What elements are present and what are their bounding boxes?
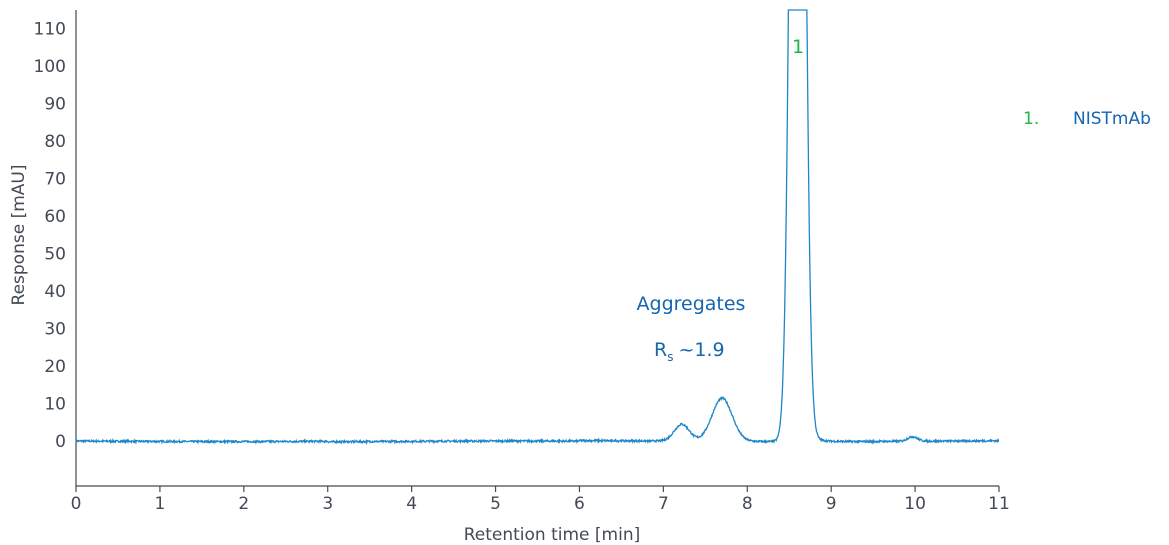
x-tick-label: 5 xyxy=(490,494,501,514)
x-tick-label: 3 xyxy=(322,494,333,514)
legend-number: 1. xyxy=(1023,109,1039,129)
y-tick-label: 10 xyxy=(44,395,66,415)
x-tick-label: 6 xyxy=(574,494,585,514)
y-tick-label: 110 xyxy=(34,20,66,40)
x-tick-label: 10 xyxy=(904,494,926,514)
y-tick-label: 60 xyxy=(44,207,66,227)
x-tick-label: 4 xyxy=(406,494,417,514)
y-tick-label: 90 xyxy=(44,95,66,115)
x-tick-label: 1 xyxy=(154,494,165,514)
x-axis-title: Retention time [min] xyxy=(464,525,641,545)
x-tick-label: 8 xyxy=(742,494,753,514)
axes xyxy=(75,10,999,487)
resolution-label: Rs ~1.9 xyxy=(654,339,725,364)
y-tick-label: 0 xyxy=(55,432,66,452)
legend-name: NISTmAb xyxy=(1073,109,1151,129)
resolution-value: ~1.9 xyxy=(678,339,724,361)
x-tick-label: 9 xyxy=(826,494,837,514)
y-axis-ticks: 0 10 20 30 40 50 60 70 80 90 100 110 xyxy=(34,20,66,452)
y-tick-label: 40 xyxy=(44,282,66,302)
peak-number-label: 1 xyxy=(792,36,804,58)
x-tick-label: 11 xyxy=(988,494,1010,514)
y-tick-label: 30 xyxy=(44,320,66,340)
resolution-subscript: s xyxy=(667,350,673,364)
x-tick-label: 7 xyxy=(658,494,669,514)
x-tick-label: 0 xyxy=(71,494,82,514)
x-tick-label: 2 xyxy=(238,494,249,514)
x-axis-ticks: 0 1 2 3 4 5 6 7 8 9 10 11 xyxy=(71,486,1010,514)
chromatogram-trace xyxy=(75,9,1000,446)
y-tick-label: 70 xyxy=(44,170,66,190)
y-tick-label: 80 xyxy=(44,132,66,152)
aggregates-label: Aggregates xyxy=(637,293,746,315)
y-tick-label: 100 xyxy=(34,57,66,77)
resolution-main: R xyxy=(654,339,667,361)
y-axis-title: Response [mAU] xyxy=(9,165,29,306)
y-tick-label: 20 xyxy=(44,357,66,377)
y-tick-label: 50 xyxy=(44,245,66,265)
